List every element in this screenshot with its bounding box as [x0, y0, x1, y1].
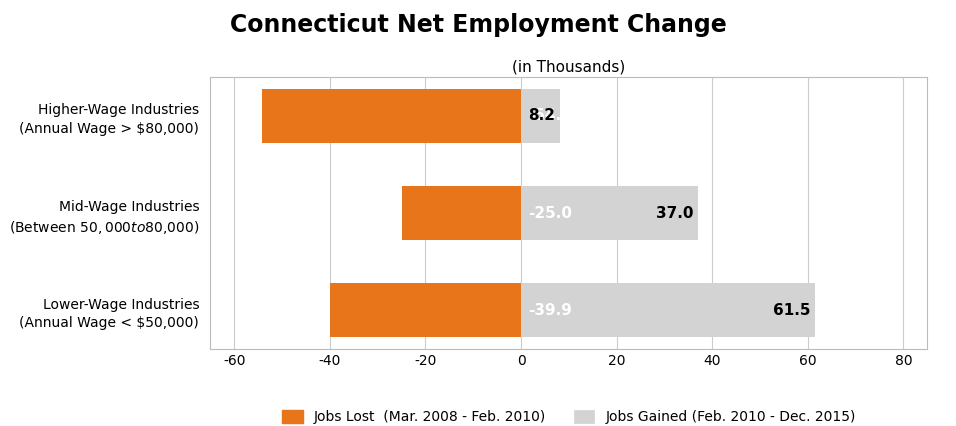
Bar	[262, 89, 521, 143]
Text: 61.5: 61.5	[772, 303, 810, 318]
Text: Connecticut Net Employment Change: Connecticut Net Employment Change	[229, 13, 727, 37]
Bar	[521, 89, 560, 143]
Bar	[521, 186, 698, 240]
Bar	[331, 283, 521, 337]
Text: 8.2: 8.2	[529, 108, 555, 123]
Text: -39.9: -39.9	[528, 303, 572, 318]
Title: (in Thousands): (in Thousands)	[512, 59, 625, 74]
Bar	[521, 283, 815, 337]
Text: -25.0: -25.0	[528, 205, 573, 221]
Bar	[402, 186, 521, 240]
Legend: Jobs Lost  (Mar. 2008 - Feb. 2010), Jobs Gained (Feb. 2010 - Dec. 2015): Jobs Lost (Mar. 2008 - Feb. 2010), Jobs …	[276, 405, 861, 426]
Text: 37.0: 37.0	[656, 205, 693, 221]
Text: -54.1: -54.1	[528, 108, 572, 123]
